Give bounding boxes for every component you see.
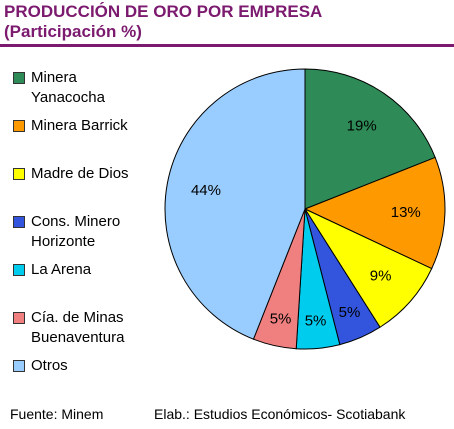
source-note: Fuente: Minem <box>10 406 104 422</box>
legend-label: La Arena <box>31 261 92 278</box>
pie-slice-otros <box>164 68 306 340</box>
chart-subtitle: (Participación %) <box>4 22 142 41</box>
legend-item-cons-minero-horizonte: Cons. Minero Horizonte <box>13 212 151 252</box>
slice-label-la-arena: 5% <box>305 313 327 330</box>
credit-note: Elab.: Estudios Económicos- Scotiabank <box>154 406 406 422</box>
legend-item-cia-de-minas-buenaventura: Cía. de Minas Buenaventura <box>13 308 151 348</box>
legend-swatch <box>13 360 25 372</box>
legend-swatch <box>13 216 25 228</box>
legend-label: Cía. de Minas Buenaventura <box>31 309 125 346</box>
title-divider <box>0 44 454 47</box>
legend-item-la-arena: La Arena <box>13 260 151 280</box>
legend-label: Madre de Dios <box>31 165 129 182</box>
legend-label: Minera Yanacocha <box>31 69 105 106</box>
pie-slice-madre-de-dios <box>303 207 433 328</box>
legend-swatch <box>13 72 25 84</box>
legend-label: Minera Barrick <box>31 117 128 134</box>
legend-swatch <box>13 120 25 132</box>
legend-item-minera-yanacocha: Minera Yanacocha <box>13 68 151 108</box>
slice-label-minera-barrick: 13% <box>391 204 421 221</box>
legend-item-minera-barrick: Minera Barrick <box>13 116 151 136</box>
legend-item-madre-de-dios: Madre de Dios <box>13 164 151 184</box>
pie-slice-minera-barrick <box>303 156 446 270</box>
legend-swatch <box>13 264 25 276</box>
legend-label: Cons. Minero Horizonte <box>31 213 121 250</box>
slice-label-otros: 44% <box>191 182 221 199</box>
slice-label-minera-yanacocha: 19% <box>347 118 377 135</box>
slice-label-madre-de-dios: 9% <box>370 268 392 285</box>
legend-item-otros: Otros <box>13 356 151 376</box>
legend-swatch <box>13 312 25 324</box>
legend-swatch <box>13 168 25 180</box>
pie-slice-minera-yanacocha <box>304 68 436 210</box>
title-block: PRODUCCIÓN DE ORO POR EMPRESA (Participa… <box>4 2 322 42</box>
slice-label-cons-minero-horizonte: 5% <box>339 304 361 321</box>
legend-label: Otros <box>31 357 68 374</box>
slice-label-cia-de-minas-buenaventura: 5% <box>270 310 292 327</box>
chart-title: PRODUCCIÓN DE ORO POR EMPRESA <box>4 2 323 21</box>
